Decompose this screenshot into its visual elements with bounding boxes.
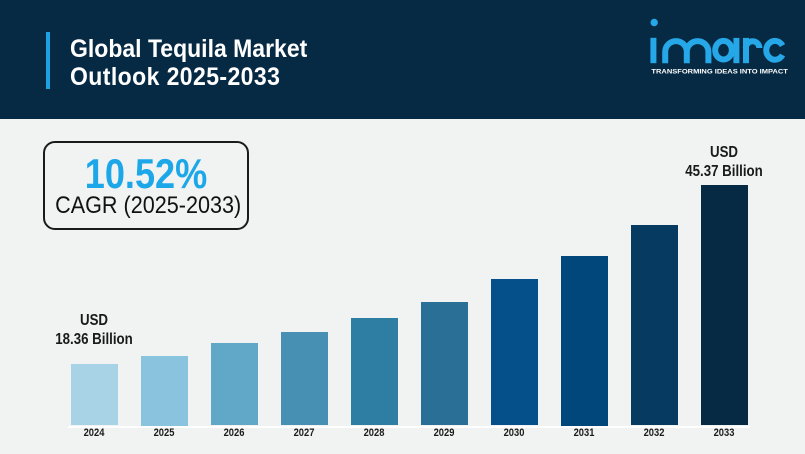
svg-text:TRANSFORMING IDEAS INTO IMPACT: TRANSFORMING IDEAS INTO IMPACT: [651, 69, 789, 76]
